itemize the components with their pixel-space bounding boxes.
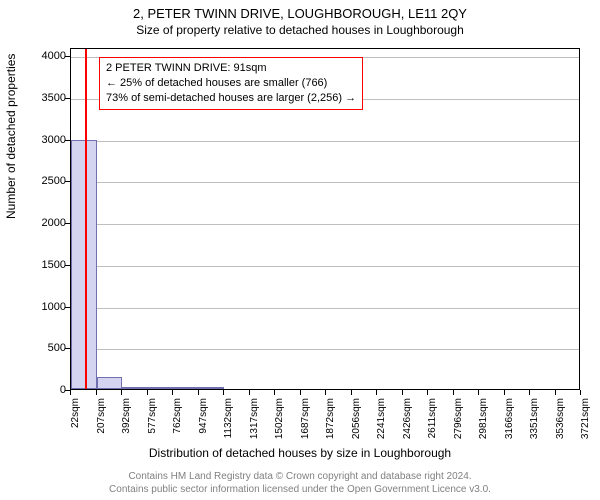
x-tick-mark bbox=[427, 390, 428, 395]
x-tick-mark bbox=[249, 390, 250, 395]
gridline bbox=[71, 266, 579, 267]
y-tick-label: 500 bbox=[26, 342, 66, 354]
y-tick-label: 4000 bbox=[26, 50, 66, 62]
gridline bbox=[71, 182, 579, 183]
attribution-line-2: Contains public sector information licen… bbox=[0, 483, 600, 496]
x-tick-mark bbox=[555, 390, 556, 395]
chart-title: 2, PETER TWINN DRIVE, LOUGHBOROUGH, LE11… bbox=[0, 0, 600, 21]
histogram-bar bbox=[122, 387, 148, 389]
annotation-line-3: 73% of semi-detached houses are larger (… bbox=[106, 91, 356, 106]
x-tick-mark bbox=[478, 390, 479, 395]
y-axis-label: Number of detached properties bbox=[4, 54, 18, 219]
x-tick-mark bbox=[223, 390, 224, 395]
y-tick-label: 3000 bbox=[26, 134, 66, 146]
gridline bbox=[71, 224, 579, 225]
gridline bbox=[71, 308, 579, 309]
x-tick-mark bbox=[504, 390, 505, 395]
subject-marker-line bbox=[85, 49, 87, 389]
x-tick-mark bbox=[96, 390, 97, 395]
x-tick-mark bbox=[274, 390, 275, 395]
attribution-line-1: Contains HM Land Registry data © Crown c… bbox=[0, 470, 600, 483]
x-tick-mark bbox=[147, 390, 148, 395]
attribution-text: Contains HM Land Registry data © Crown c… bbox=[0, 470, 600, 496]
x-tick-mark bbox=[402, 390, 403, 395]
annotation-box: 2 PETER TWINN DRIVE: 91sqm ← 25% of deta… bbox=[99, 57, 363, 110]
plot-area: 2 PETER TWINN DRIVE: 91sqm ← 25% of deta… bbox=[70, 48, 580, 390]
histogram-bar bbox=[199, 387, 225, 389]
x-tick-mark bbox=[70, 390, 71, 395]
y-tick-label: 2500 bbox=[26, 175, 66, 187]
x-tick-mark bbox=[121, 390, 122, 395]
gridline bbox=[71, 349, 579, 350]
histogram-bar bbox=[71, 140, 97, 389]
x-axis-label: Distribution of detached houses by size … bbox=[0, 446, 600, 460]
chart-subtitle: Size of property relative to detached ho… bbox=[0, 21, 600, 41]
y-tick-label: 1500 bbox=[26, 259, 66, 271]
y-tick-label: 0 bbox=[26, 384, 66, 396]
x-tick-mark bbox=[529, 390, 530, 395]
histogram-bar bbox=[148, 387, 174, 389]
histogram-bar bbox=[173, 387, 199, 389]
x-tick-mark bbox=[351, 390, 352, 395]
x-tick-mark bbox=[376, 390, 377, 395]
annotation-line-2: ← 25% of detached houses are smaller (76… bbox=[106, 76, 356, 91]
histogram-bar bbox=[97, 377, 123, 390]
x-tick-mark bbox=[580, 390, 581, 395]
x-tick-mark bbox=[325, 390, 326, 395]
x-tick-mark bbox=[453, 390, 454, 395]
y-tick-label: 1000 bbox=[26, 301, 66, 313]
y-tick-label: 2000 bbox=[26, 217, 66, 229]
y-tick-label: 3500 bbox=[26, 92, 66, 104]
x-tick-mark bbox=[198, 390, 199, 395]
x-tick-mark bbox=[300, 390, 301, 395]
annotation-line-1: 2 PETER TWINN DRIVE: 91sqm bbox=[106, 61, 356, 76]
x-tick-mark bbox=[172, 390, 173, 395]
gridline bbox=[71, 141, 579, 142]
chart-container: 2, PETER TWINN DRIVE, LOUGHBOROUGH, LE11… bbox=[0, 0, 600, 500]
